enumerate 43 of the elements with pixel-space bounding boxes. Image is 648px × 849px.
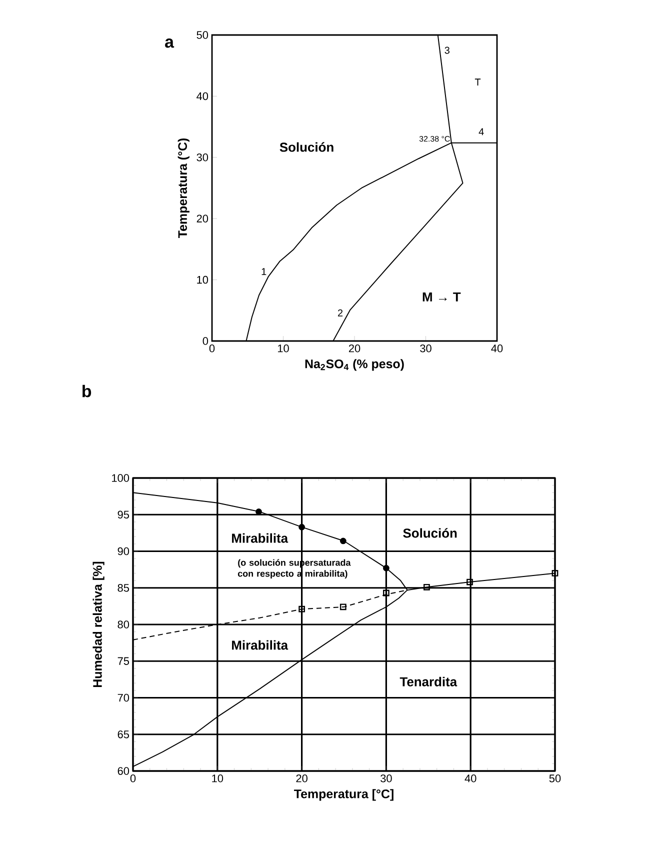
x-tick-label: 40 xyxy=(491,344,503,352)
x-tick-label: 40 xyxy=(464,774,476,782)
x-tick-label: 50 xyxy=(549,774,561,782)
y-tick-label: 50 xyxy=(196,31,208,39)
y-tick-label: 20 xyxy=(196,214,208,222)
annotation: 2 xyxy=(338,309,343,316)
y-tick-label: 100 xyxy=(112,474,130,482)
x-axis-title: Temperatura [°C] xyxy=(294,789,394,801)
y-tick-label: 70 xyxy=(118,694,130,702)
chart-title: b xyxy=(82,384,92,398)
annotation: Mirabilita xyxy=(232,640,288,650)
x-tick-label: 20 xyxy=(348,344,360,352)
y-tick-label: 0 xyxy=(202,337,208,345)
x-tick-label: 10 xyxy=(278,344,289,352)
x-tick-label: 30 xyxy=(420,344,432,352)
y-tick-label: 95 xyxy=(118,510,130,519)
annotation: Solución xyxy=(280,142,334,152)
annotation: T xyxy=(474,78,481,86)
x-tick-label: 30 xyxy=(380,774,392,782)
chart-title: a xyxy=(165,38,174,48)
x-tick-label: 0 xyxy=(209,344,215,352)
annotation: 1 xyxy=(262,268,266,276)
y-tick-label: 90 xyxy=(118,547,130,556)
x-tick-label: 20 xyxy=(296,774,308,782)
y-tick-label: 30 xyxy=(196,154,208,162)
annotation: 4 xyxy=(478,128,484,136)
y-tick-label: 65 xyxy=(118,730,130,738)
y-axis-title: Humedad relativa [%] xyxy=(92,562,104,687)
annotation: Mirabilita xyxy=(232,533,288,543)
y-tick-label: 40 xyxy=(196,92,208,100)
y-tick-label: 10 xyxy=(197,276,208,284)
x-tick-label: 10 xyxy=(212,774,224,782)
y-tick-label: 60 xyxy=(118,767,130,775)
x-axis-title: Na$_{2}$SO$_{4}$ (% peso) xyxy=(305,359,404,371)
annotation: Tenardita xyxy=(400,676,458,686)
annotation: 3 xyxy=(444,46,450,54)
y-tick-label: 75 xyxy=(118,657,130,665)
annotation: M → T xyxy=(422,292,461,302)
y-tick-label: 85 xyxy=(118,584,130,592)
x-tick-label: 0 xyxy=(130,774,136,782)
annotation: Solución xyxy=(403,528,457,538)
y-axis-title: Temperatura (°C) xyxy=(178,138,190,238)
y-tick-label: 80 xyxy=(118,620,130,628)
